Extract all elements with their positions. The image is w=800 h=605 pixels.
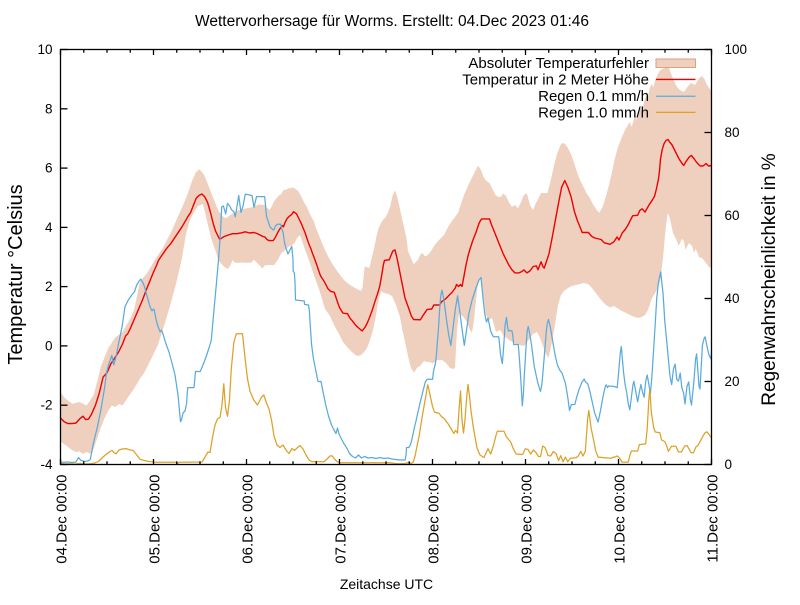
svg-text:10.Dec 00:00: 10.Dec 00:00	[612, 475, 629, 564]
svg-text:80: 80	[725, 125, 740, 140]
svg-text:4: 4	[45, 220, 53, 235]
svg-text:09.Dec 00:00: 09.Dec 00:00	[519, 475, 536, 564]
svg-text:2: 2	[45, 279, 53, 294]
svg-text:60: 60	[725, 208, 740, 223]
svg-text:-4: -4	[40, 457, 52, 472]
svg-text:6: 6	[45, 161, 53, 176]
svg-text:07.Dec 00:00: 07.Dec 00:00	[333, 475, 350, 564]
svg-text:8: 8	[45, 101, 53, 116]
svg-text:0: 0	[725, 457, 733, 472]
svg-text:0: 0	[45, 338, 53, 353]
svg-text:Regen 1.0 mm/h: Regen 1.0 mm/h	[538, 104, 649, 121]
svg-text:Wettervorhersage für Worms. Er: Wettervorhersage für Worms. Erstellt: 04…	[195, 13, 589, 30]
svg-text:Temperatur in 2 Meter Höhe: Temperatur in 2 Meter Höhe	[462, 71, 649, 88]
svg-text:Temperatur °Celsius: Temperatur °Celsius	[5, 184, 27, 364]
svg-text:Zeitachse UTC: Zeitachse UTC	[340, 576, 433, 592]
svg-text:Absoluter Temperaturfehler: Absoluter Temperaturfehler	[468, 55, 649, 72]
svg-text:Regen 0.1 mm/h: Regen 0.1 mm/h	[538, 88, 649, 105]
svg-text:40: 40	[725, 291, 740, 306]
svg-text:06.Dec 00:00: 06.Dec 00:00	[240, 475, 257, 564]
svg-text:05.Dec 00:00: 05.Dec 00:00	[147, 475, 164, 564]
svg-text:Regenwahrscheinlichkeit in %: Regenwahrscheinlichkeit in %	[759, 153, 780, 406]
svg-text:04.Dec 00:00: 04.Dec 00:00	[54, 475, 71, 564]
svg-text:08.Dec 00:00: 08.Dec 00:00	[426, 475, 443, 564]
svg-text:10: 10	[37, 42, 52, 57]
svg-text:-2: -2	[40, 398, 52, 413]
svg-text:100: 100	[725, 42, 748, 57]
svg-text:11.Dec 00:00: 11.Dec 00:00	[705, 475, 722, 563]
svg-text:20: 20	[725, 374, 740, 389]
